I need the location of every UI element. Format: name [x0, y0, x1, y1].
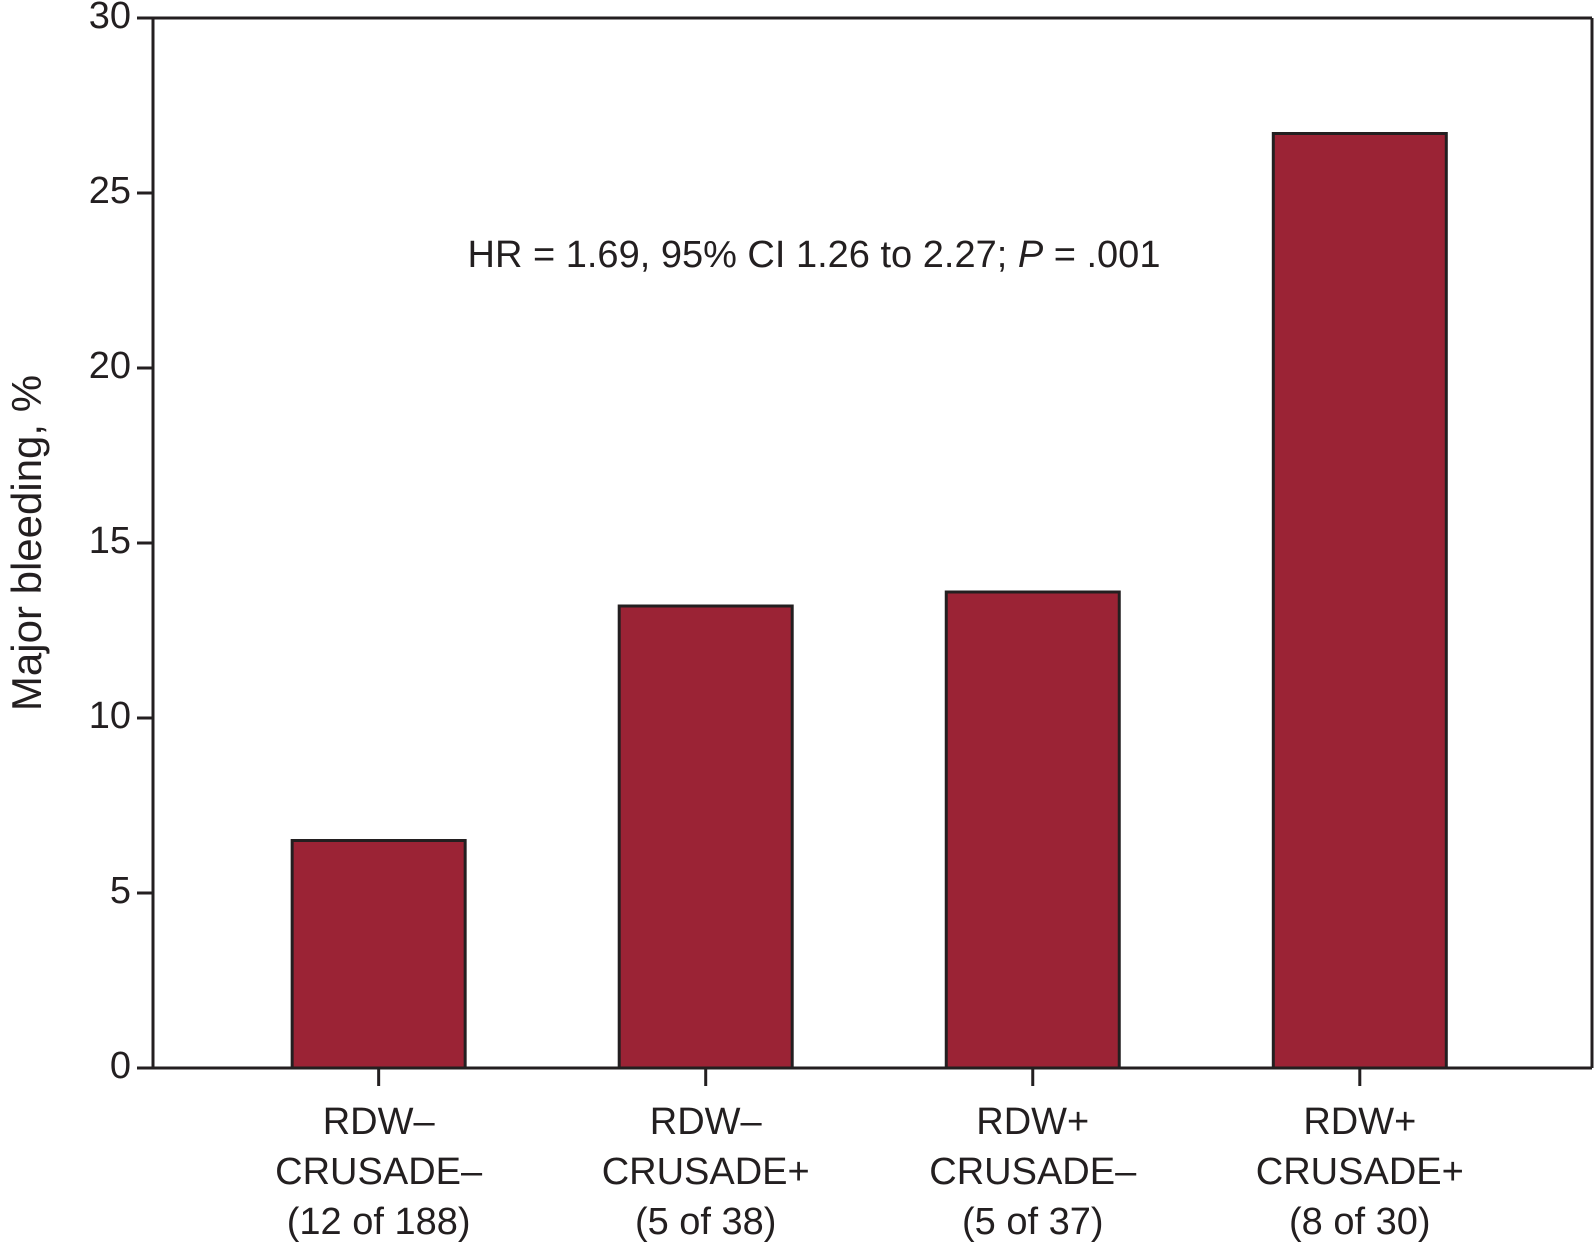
x-tick-label: CRUSADE–	[275, 1151, 483, 1193]
x-tick-label: RDW+	[976, 1101, 1089, 1143]
x-tick-label: RDW–	[650, 1101, 763, 1143]
y-tick-label: 5	[110, 870, 131, 912]
y-tick-label: 0	[110, 1045, 131, 1087]
annotation-part: HR = 1.69, 95% CI 1.26 to 2.27;	[468, 234, 1018, 276]
annotation-part: P	[1018, 234, 1044, 276]
x-tick-label: (8 of 30)	[1289, 1201, 1431, 1243]
x-tick-label: (5 of 37)	[962, 1201, 1104, 1243]
annotation-part: = .001	[1043, 234, 1160, 276]
x-tick-label: RDW–	[323, 1101, 436, 1143]
x-tick-label: CRUSADE+	[602, 1151, 810, 1193]
annotation: HR = 1.69, 95% CI 1.26 to 2.27; P = .001	[468, 234, 1161, 276]
x-tick-label: (5 of 38)	[635, 1201, 777, 1243]
y-tick-label: 20	[89, 345, 131, 387]
bar	[617, 604, 794, 1070]
x-tick-label: RDW+	[1303, 1101, 1416, 1143]
y-tick-label: 25	[89, 170, 131, 212]
bar	[944, 590, 1121, 1070]
x-tick-label: CRUSADE+	[1256, 1151, 1464, 1193]
x-tick-label: (12 of 188)	[287, 1201, 471, 1243]
y-tick-label: 10	[89, 695, 131, 737]
bar	[290, 839, 467, 1070]
y-axis-label: Major bleeding, %	[3, 375, 50, 711]
y-tick-label: 15	[89, 520, 131, 562]
bar	[1271, 132, 1448, 1070]
y-tick-label: 30	[89, 0, 131, 37]
x-tick-label: CRUSADE–	[929, 1151, 1137, 1193]
